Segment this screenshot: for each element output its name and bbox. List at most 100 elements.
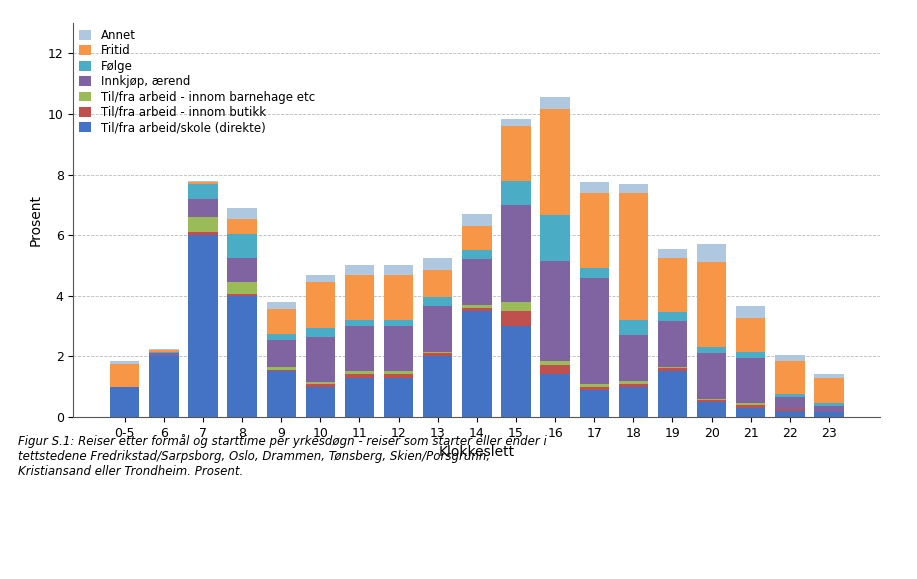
Bar <box>775 409 804 411</box>
Bar <box>580 277 609 383</box>
Bar <box>149 349 179 350</box>
Bar <box>423 353 452 356</box>
Bar <box>188 232 217 235</box>
X-axis label: Klokkeslett: Klokkeslett <box>438 445 515 459</box>
Bar <box>305 328 335 336</box>
Bar <box>345 265 374 274</box>
Bar <box>619 193 648 320</box>
Bar <box>188 182 217 184</box>
Bar <box>345 274 374 320</box>
Bar <box>736 408 766 417</box>
Bar <box>267 372 296 417</box>
Bar <box>267 334 296 340</box>
Bar <box>423 352 452 353</box>
Text: Figur S.1: Reiser etter formål og starttime per yrkesdøgn - reiser som starter e: Figur S.1: Reiser etter formål og startt… <box>18 434 547 478</box>
Bar <box>384 265 414 274</box>
Bar <box>657 313 687 321</box>
Bar <box>188 181 217 182</box>
Bar <box>227 282 257 294</box>
Bar <box>110 364 139 387</box>
Bar <box>227 294 257 296</box>
Bar <box>149 350 179 352</box>
Bar <box>502 302 531 311</box>
Bar <box>227 218 257 234</box>
Bar <box>502 119 531 126</box>
Bar <box>502 311 531 326</box>
Bar <box>227 234 257 258</box>
Bar <box>619 184 648 193</box>
Bar <box>345 375 374 378</box>
Bar <box>540 215 569 261</box>
Bar <box>384 320 414 326</box>
Bar <box>502 181 531 205</box>
Bar <box>775 397 804 409</box>
Bar <box>814 375 844 378</box>
Bar <box>736 306 766 318</box>
Bar <box>149 353 179 356</box>
Bar <box>619 335 648 380</box>
Bar <box>305 282 335 328</box>
Bar <box>384 274 414 320</box>
Bar <box>814 406 844 412</box>
Bar <box>502 126 531 181</box>
Bar <box>775 394 804 397</box>
Bar <box>580 390 609 417</box>
Bar <box>619 387 648 417</box>
Bar <box>814 378 844 403</box>
Bar <box>188 235 217 417</box>
Bar <box>267 367 296 370</box>
Bar <box>736 318 766 352</box>
Bar <box>345 372 374 375</box>
Bar <box>462 259 492 305</box>
Bar <box>423 356 452 417</box>
Bar <box>775 361 804 394</box>
Bar <box>384 375 414 378</box>
Bar <box>188 217 217 232</box>
Bar <box>736 405 766 408</box>
Bar <box>462 214 492 226</box>
Bar <box>540 109 569 215</box>
Bar <box>775 411 804 417</box>
Bar <box>697 402 726 417</box>
Bar <box>462 250 492 259</box>
Bar <box>345 320 374 326</box>
Bar <box>345 326 374 372</box>
Bar <box>580 269 609 277</box>
Bar <box>580 383 609 387</box>
Bar <box>657 372 687 417</box>
Bar <box>657 258 687 313</box>
Bar <box>775 355 804 361</box>
Bar <box>423 270 452 297</box>
Bar <box>384 326 414 372</box>
Bar <box>697 399 726 400</box>
Bar <box>814 403 844 406</box>
Bar <box>110 387 139 417</box>
Bar <box>149 356 179 417</box>
Y-axis label: Prosent: Prosent <box>28 194 42 246</box>
Bar <box>305 336 335 382</box>
Bar <box>423 258 452 270</box>
Bar <box>619 380 648 383</box>
Bar <box>540 375 569 417</box>
Bar <box>462 226 492 250</box>
Bar <box>736 352 766 358</box>
Bar <box>540 365 569 375</box>
Bar <box>736 358 766 403</box>
Bar <box>423 306 452 352</box>
Bar <box>267 302 296 309</box>
Bar <box>305 383 335 387</box>
Bar <box>619 320 648 335</box>
Bar <box>462 305 492 308</box>
Bar <box>619 383 648 387</box>
Bar <box>305 387 335 417</box>
Bar <box>227 258 257 282</box>
Bar <box>697 400 726 402</box>
Bar <box>462 311 492 417</box>
Bar <box>227 208 257 218</box>
Bar <box>657 249 687 258</box>
Bar <box>345 378 374 417</box>
Bar <box>188 184 217 199</box>
Bar <box>657 321 687 367</box>
Bar <box>697 353 726 399</box>
Bar <box>814 412 844 417</box>
